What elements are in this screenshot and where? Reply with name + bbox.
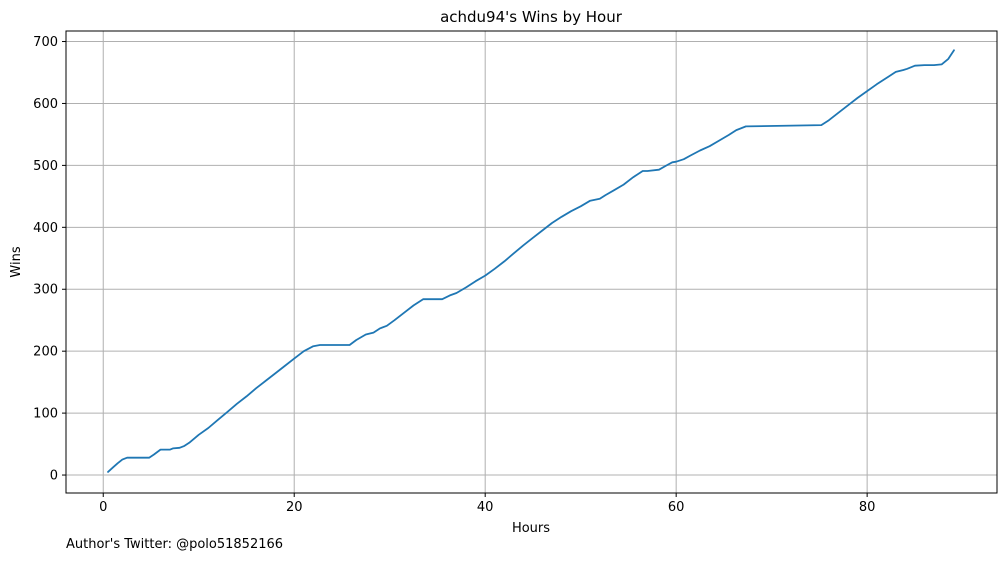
y-tick-label: 400 [33, 221, 58, 236]
x-tick-label: 80 [859, 500, 876, 515]
y-tick-label: 600 [33, 97, 58, 112]
y-tick-label: 300 [33, 283, 58, 298]
grid [66, 31, 997, 493]
x-tick-label: 0 [99, 500, 107, 515]
x-tick-label: 20 [286, 500, 303, 515]
y-tick-label: 500 [33, 159, 58, 174]
plot-frame [65, 30, 998, 494]
y-tick-label: 200 [33, 345, 58, 360]
x-axis-label: Hours [512, 521, 550, 536]
y-tick-label: 0 [50, 469, 58, 484]
x-tick-label: 60 [668, 500, 685, 515]
y-axis-label: Wins [9, 246, 24, 277]
series-line-wins [107, 49, 955, 473]
x-tick-label: 40 [477, 500, 494, 515]
chart-title: achdu94's Wins by Hour [440, 8, 623, 26]
y-axis-ticks: 0 100 200 300 400 500 600 700 [33, 35, 66, 484]
author-twitter-footer: Author's Twitter: @polo51852166 [66, 537, 284, 552]
y-tick-label: 100 [33, 407, 58, 422]
y-tick-label: 700 [33, 35, 58, 50]
x-axis-ticks: 0 20 40 60 80 [99, 493, 875, 515]
